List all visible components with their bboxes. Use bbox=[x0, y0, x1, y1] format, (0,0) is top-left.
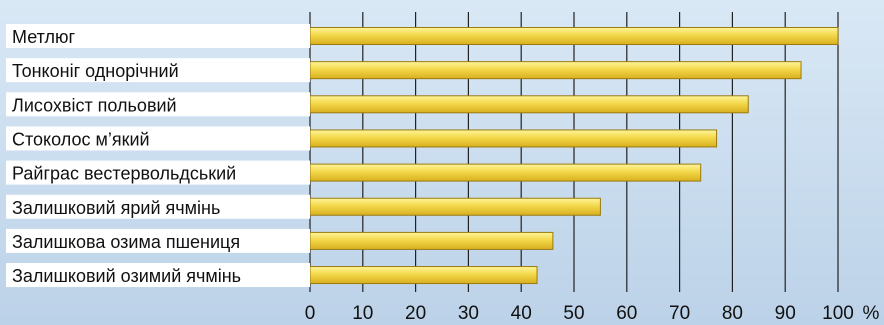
category-label: Метлюг bbox=[12, 27, 75, 47]
bar bbox=[309, 231, 554, 250]
x-tick-label: 90 bbox=[775, 303, 796, 324]
bar bbox=[309, 95, 749, 114]
x-axis-ticks: 0 10 20 30 40 50 60 70 80 90 100% bbox=[305, 303, 880, 324]
bar bbox=[309, 61, 802, 80]
bar bbox=[309, 266, 538, 285]
x-tick-label: 40 bbox=[511, 303, 532, 324]
x-unit-label: % bbox=[863, 303, 880, 324]
category-labels: Метлюг Тонконіг однорічний Лисохвіст польо… bbox=[6, 24, 310, 288]
category-label: Лисохвіст польовий bbox=[12, 95, 177, 115]
category-label-background bbox=[6, 24, 310, 48]
category-label-background bbox=[6, 228, 310, 253]
category-label: Стоколос м’який bbox=[12, 129, 150, 149]
category-label: Тонконіг однорічний bbox=[12, 61, 179, 81]
category-label: Райграс вестервольдський bbox=[12, 164, 236, 184]
x-tick-label: 20 bbox=[405, 303, 426, 324]
grid-lines bbox=[309, 12, 839, 292]
category-label-background bbox=[6, 160, 310, 185]
bars bbox=[309, 27, 839, 285]
x-tick-label: 50 bbox=[563, 303, 584, 324]
category-label: Залишковий ярий ячмінь bbox=[12, 198, 220, 218]
category-label-background bbox=[6, 194, 310, 219]
x-tick-label: 100 bbox=[822, 303, 854, 324]
x-tick-label: 30 bbox=[458, 303, 479, 324]
bar bbox=[309, 197, 601, 216]
x-tick-label: 80 bbox=[722, 303, 743, 324]
x-tick-label: 0 bbox=[305, 303, 316, 324]
category-label-background bbox=[6, 92, 310, 117]
x-tick-label: 10 bbox=[352, 303, 373, 324]
category-label-background bbox=[6, 263, 310, 288]
bar bbox=[309, 163, 702, 182]
bar bbox=[309, 129, 718, 148]
category-label-background bbox=[6, 126, 310, 151]
x-tick-label: 60 bbox=[616, 303, 637, 324]
bar bbox=[309, 27, 839, 45]
category-label: Залишкова озима пшениця bbox=[12, 232, 240, 252]
category-label-background bbox=[6, 58, 310, 83]
x-tick-label: 70 bbox=[669, 303, 690, 324]
category-label: Залишковий озимий ячмінь bbox=[12, 266, 241, 286]
